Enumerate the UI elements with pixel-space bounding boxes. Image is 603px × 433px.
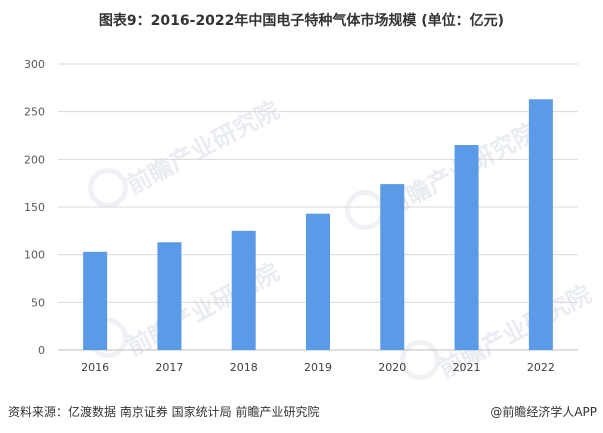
y-tick-label: 300 [24, 58, 45, 71]
y-axis-ticks: 0 50 100 150 200 250 300 [24, 58, 45, 357]
x-tick-label: 2021 [453, 361, 481, 374]
bar-2019 [306, 213, 330, 350]
bar-2020 [380, 184, 405, 350]
chart-title: 图表9：2016-2022年中国电子特种气体市场规模 (单位：亿元) [98, 13, 505, 29]
x-tick-label: 2016 [81, 361, 109, 374]
x-tick-label: 2018 [230, 361, 258, 374]
x-tick-label: 2017 [155, 361, 183, 374]
bar-2021 [454, 145, 479, 350]
brand-label: @前瞻经济学人APP [490, 405, 597, 419]
y-tick-label: 150 [24, 201, 45, 214]
y-tick-label: 250 [24, 106, 45, 119]
bar-2016 [83, 251, 108, 350]
source-note: 资料来源：亿渡数据 南京证券 国家统计局 前瞻产业研究院 [8, 405, 320, 419]
bar-2022 [528, 99, 553, 350]
y-tick-label: 50 [31, 296, 45, 309]
bar-2018 [231, 230, 256, 350]
x-tick-label: 2020 [378, 361, 406, 374]
y-tick-label: 0 [38, 344, 45, 357]
bars [83, 99, 553, 350]
x-tick-label: 2022 [527, 361, 555, 374]
y-tick-label: 200 [24, 153, 45, 166]
x-tick-label: 2019 [304, 361, 332, 374]
x-axis-ticks: 2016 2017 2018 2019 2020 2021 2022 [81, 361, 555, 374]
y-tick-label: 100 [24, 249, 45, 262]
bar-2017 [157, 242, 182, 350]
